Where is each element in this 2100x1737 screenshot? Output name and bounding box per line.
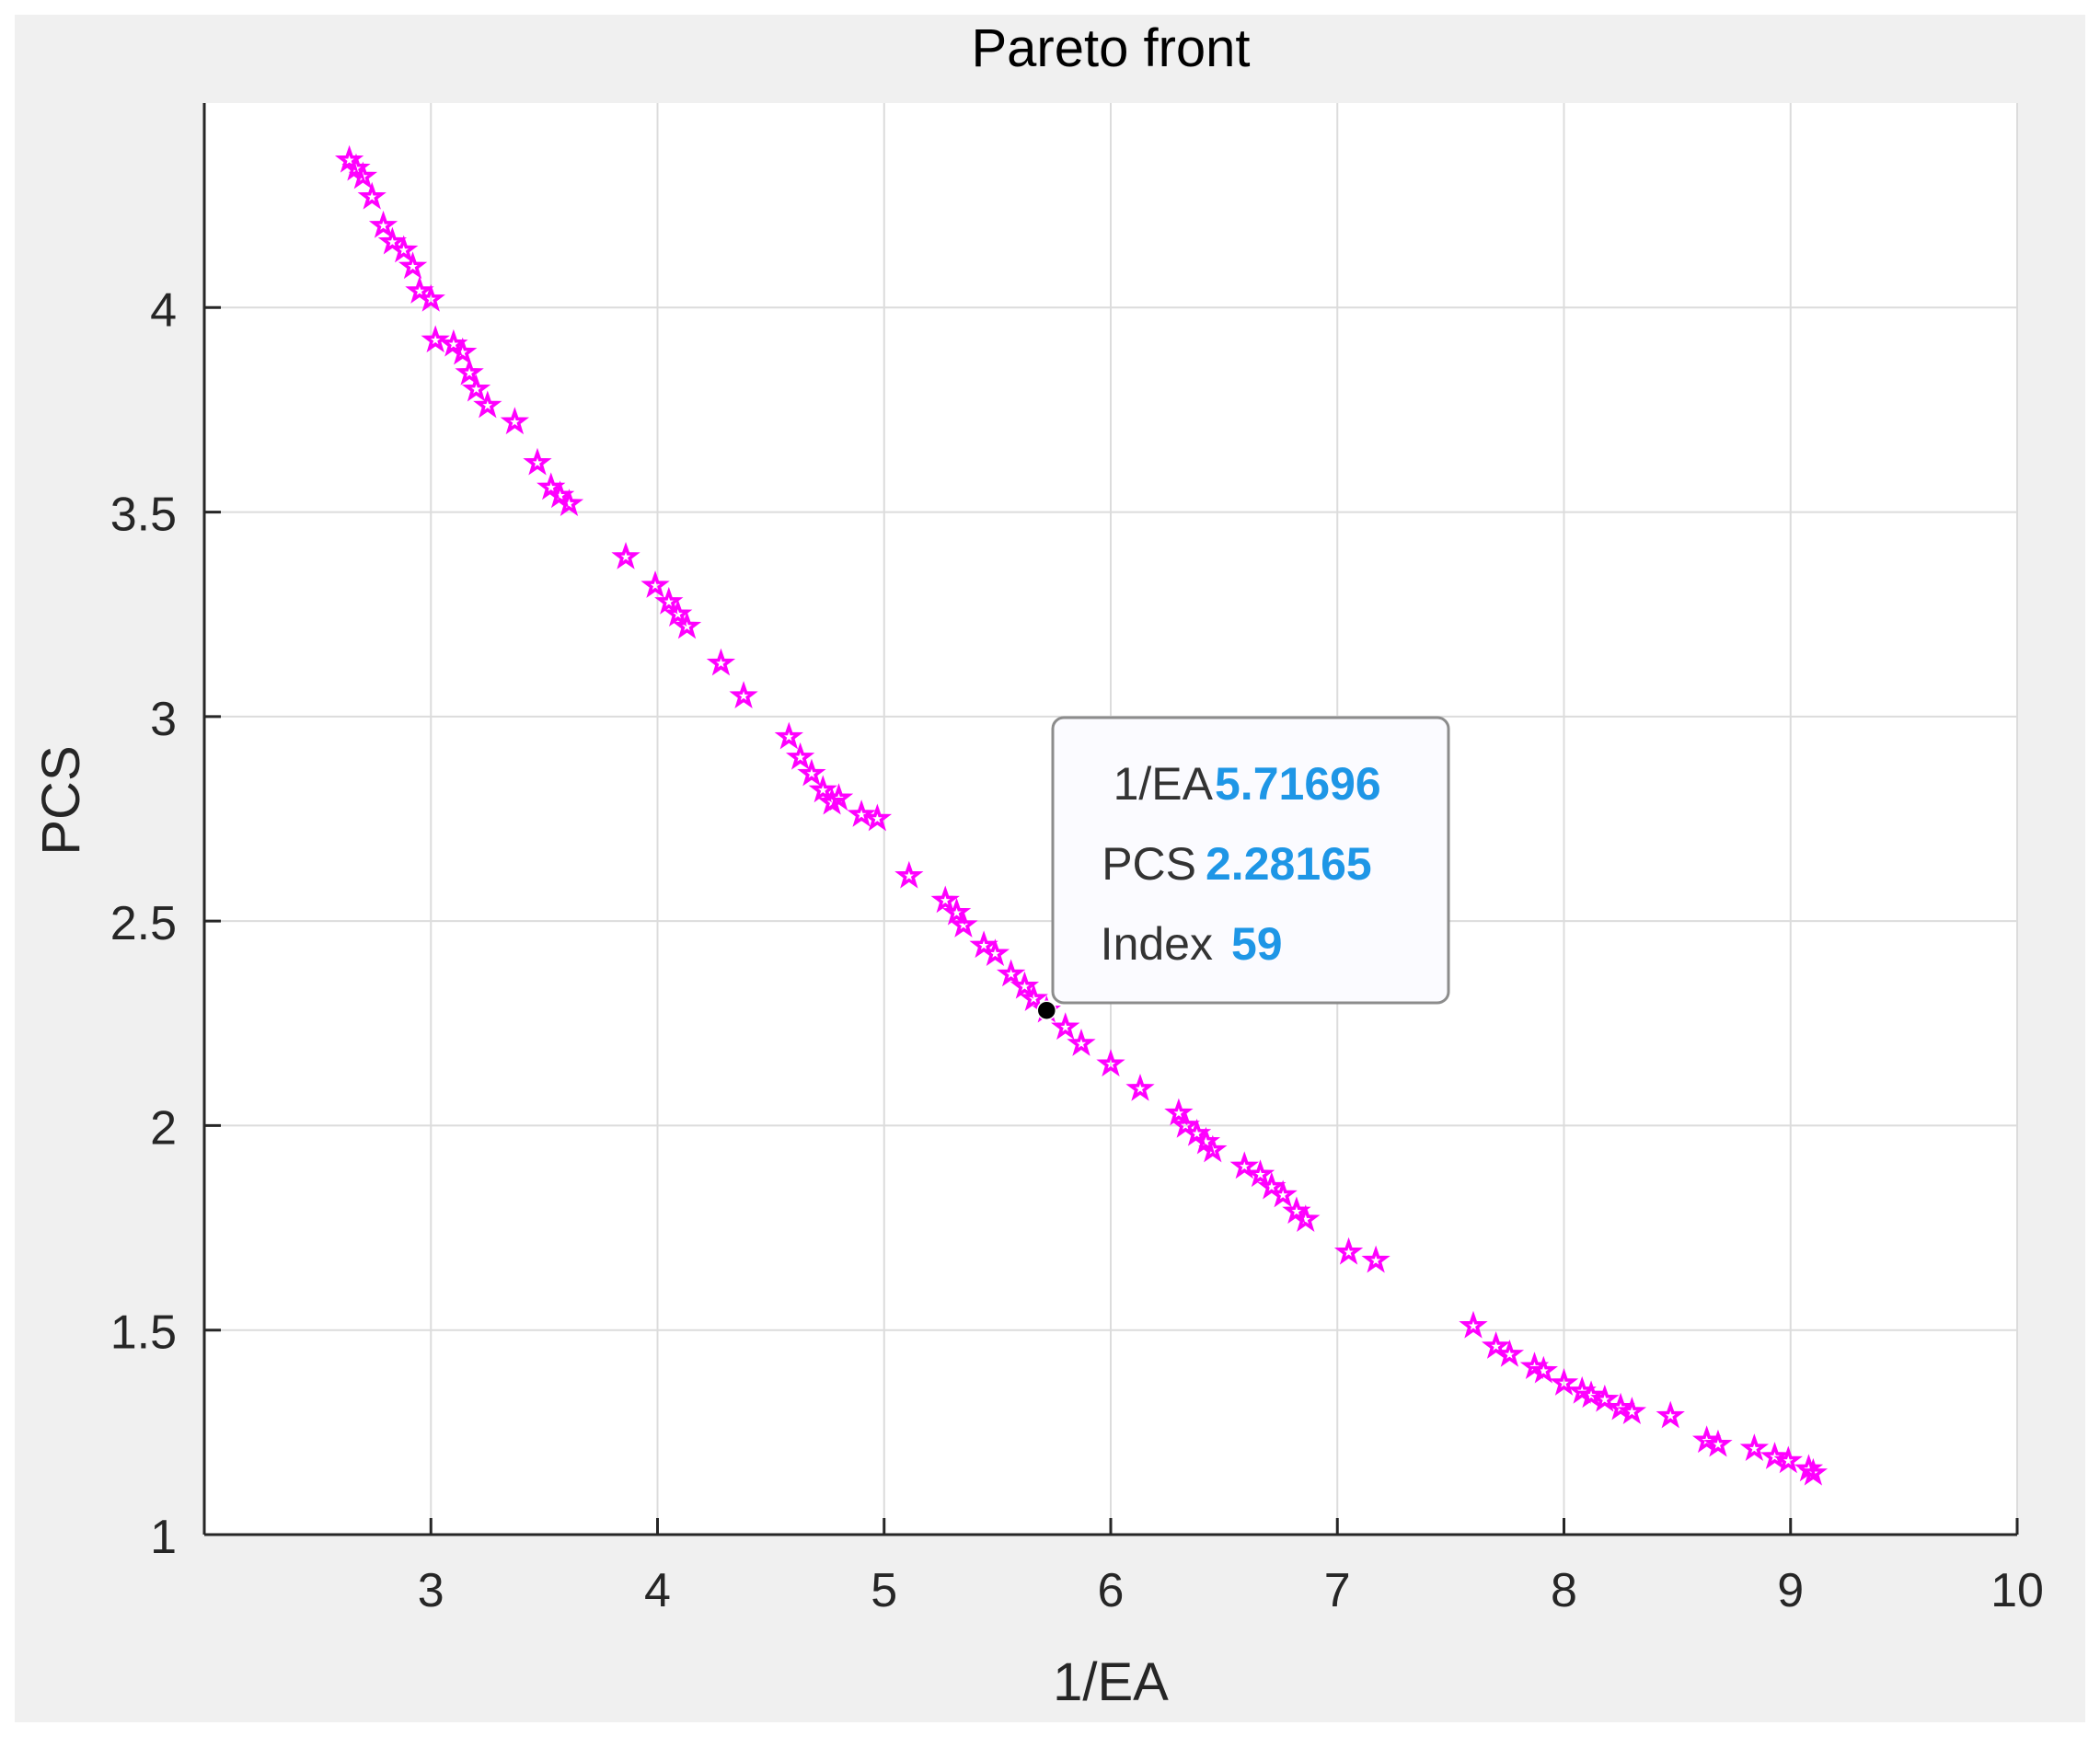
datatip-box[interactable] <box>1051 716 1450 1005</box>
x-tick-label: 8 <box>1551 1564 1577 1617</box>
x-tick-label: 6 <box>1098 1564 1125 1617</box>
y-axis-label: PCS <box>31 745 91 855</box>
x-tick-label: 5 <box>871 1564 897 1617</box>
y-tick-label: 1 <box>150 1511 177 1564</box>
x-tick-label: 3 <box>418 1564 444 1617</box>
y-tick-labels: 1 1.5 2 2.5 3 3.5 4 <box>110 283 177 1564</box>
datatip-y-label: PCS <box>1102 838 1196 890</box>
datatip-x-label: 1/EA <box>1113 758 1214 810</box>
x-axis-label: 1/EA <box>1053 1652 1169 1712</box>
x-tick-label: 9 <box>1777 1564 1804 1617</box>
y-tick-label: 3.5 <box>110 489 177 542</box>
x-tick-label: 7 <box>1324 1564 1351 1617</box>
datatip-y-value: 2.28165 <box>1206 838 1372 890</box>
axis-ticks <box>204 305 2019 1536</box>
selected-point[interactable] <box>1036 1000 1057 1020</box>
y-tick-label: 4 <box>150 283 177 337</box>
y-tick-label: 2 <box>150 1101 177 1155</box>
datatip-x-value: 5.71696 <box>1215 758 1381 810</box>
x-tick-label: 4 <box>644 1564 671 1617</box>
datatip-index-value: 59 <box>1231 918 1283 970</box>
datatip-index-label: Index <box>1101 918 1213 970</box>
y-tick-label: 1.5 <box>110 1306 177 1360</box>
y-tick-label: 3 <box>150 693 177 746</box>
x-tick-label: 10 <box>1990 1564 2044 1617</box>
x-tick-labels: 3 4 5 6 7 8 9 10 <box>418 1564 2044 1617</box>
y-tick-label: 2.5 <box>110 897 177 950</box>
chart-title: Pareto front <box>971 18 1250 78</box>
datatip[interactable]: 1/EA 5.71696 PCS 2.28165 Index 59 <box>1051 716 1450 1005</box>
